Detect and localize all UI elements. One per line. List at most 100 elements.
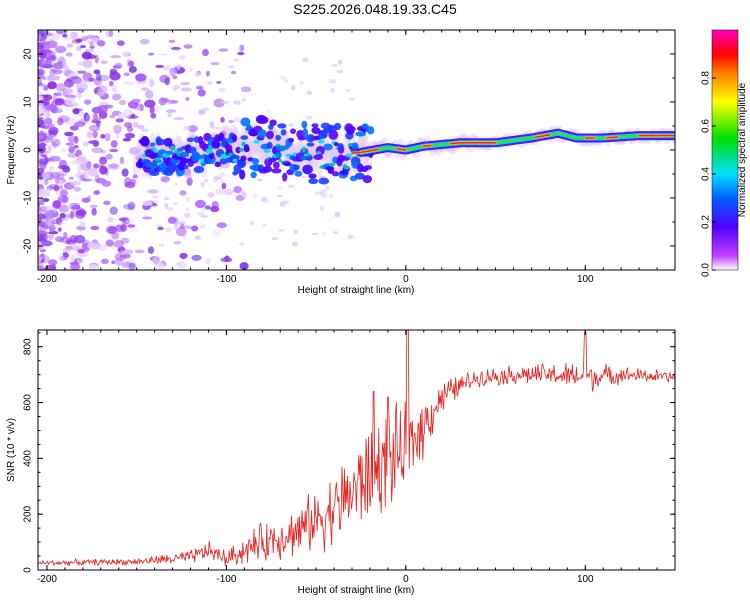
spectrogram-ridge-blob: [361, 123, 369, 130]
spectrogram-ridge-blob: [366, 126, 375, 135]
spectrogram-noise-blob: [128, 66, 137, 74]
spectrogram-noise-blob: [77, 62, 84, 66]
spectrogram-ridge-blob: [246, 124, 252, 131]
spectrogram-noise-blob: [172, 88, 178, 92]
spectrogram-noise-blob: [205, 70, 210, 77]
spectrogram-noise-blob: [70, 205, 81, 210]
spectrogram-noise-blob: [240, 189, 246, 196]
spectrogram-noise-blob: [82, 178, 92, 182]
spectrogram-noise-blob: [328, 78, 337, 84]
spectrogram-noise-blob: [110, 140, 118, 148]
spectrogram-noise-blob: [43, 221, 48, 228]
spectrogram-noise-blob: [38, 63, 45, 67]
spectrogram-noise-blob: [320, 205, 324, 212]
spectrogram-noise-blob: [84, 99, 92, 105]
spectrogram-noise-blob: [50, 218, 62, 225]
spectrogram-ridge-blob: [354, 172, 366, 180]
spectrogram-noise-blob: [62, 33, 68, 38]
spectrogram-noise-blob: [58, 178, 64, 186]
spectrogram-noise-blob: [333, 231, 339, 234]
spectrogram-noise-blob: [233, 58, 240, 62]
colorbar-tick-label: 0.6: [701, 119, 712, 133]
spectrogram-noise-blob: [129, 146, 141, 155]
spectrogram-noise-blob: [89, 204, 98, 208]
spectrogram-ridge-blob: [294, 170, 303, 177]
spectrogram-noise-blob: [346, 88, 350, 92]
spectrogram-ridge-blob: [156, 138, 166, 146]
spectrogram-noise-blob: [56, 91, 63, 97]
spectrogram-ridge-highlight: [317, 139, 325, 144]
spectrogram-noise-blob: [62, 247, 71, 253]
spectrogram-noise-blob: [179, 225, 190, 229]
spectrogram-noise-blob: [320, 193, 328, 198]
spectrogram-noise-blob: [168, 39, 176, 43]
spectrogram-noise-blob: [120, 223, 127, 232]
spectrogram-noise-blob: [127, 201, 136, 211]
spectrogram-noise-blob: [219, 179, 226, 184]
spectrogram-noise-blob: [219, 172, 226, 178]
spectrogram-noise-blob: [54, 176, 60, 185]
spectrogram-noise-blob: [91, 207, 97, 216]
spectrogram-noise-blob: [160, 97, 170, 103]
spectrogram-noise-blob: [113, 124, 122, 134]
spectrogram-noise-blob: [92, 129, 98, 139]
spectrogram-noise-blob: [52, 107, 63, 114]
spectrogram-noise-blob: [46, 40, 58, 49]
spectrogram-noise-blob: [47, 81, 57, 90]
spectrogram-noise-blob: [302, 57, 309, 62]
spectrogram-noise-blob: [212, 126, 221, 130]
spectrogram-noise-blob: [306, 90, 313, 95]
spectrogram-noise-blob: [62, 88, 74, 95]
spectrogram-noise-blob: [150, 112, 157, 119]
spectrogram-noise-blob: [195, 85, 204, 90]
spectrogram-noise-blob: [48, 165, 56, 174]
spectrogram-noise-blob: [82, 59, 93, 69]
spectrogram-noise-blob: [64, 97, 76, 106]
spectrogram-noise-blob: [250, 220, 254, 226]
colorbar-label: Normalized spectral amplitude: [737, 82, 748, 217]
spectrogram-ridge-blob: [266, 142, 273, 150]
spectrogram-noise-blob: [38, 90, 42, 99]
spectrogram-noise-blob: [100, 258, 109, 265]
spectrogram-noise-blob: [48, 230, 59, 235]
spectrogram-noise-blob: [291, 241, 299, 247]
spectrogram-noise-blob: [211, 229, 222, 238]
spectrogram-ridge-highlight: [239, 147, 244, 152]
spectrogram-noise-blob: [81, 51, 93, 60]
spectrogram-noise-blob: [147, 52, 155, 56]
spectrogram-noise-blob: [99, 156, 107, 165]
spectrogram-ridge-halo: [259, 135, 268, 167]
spectrogram-noise-blob: [111, 260, 116, 265]
spectrogram-noise-blob: [121, 261, 133, 268]
spectrogram-noise-blob: [100, 150, 107, 154]
spectrogram-noise-blob: [77, 154, 87, 164]
spectrogram-ridge-highlight: [153, 148, 158, 152]
spectrogram-noise-blob: [194, 199, 206, 209]
snr-panel: -200 -100 0 100 0 200 400 600 800 Height of str…: [6, 329, 676, 596]
spectrogram-y-label: Frequency (Hz): [6, 116, 17, 185]
spectrogram-noise-blob: [210, 206, 220, 213]
spectrogram-noise-blob: [49, 67, 57, 77]
spectrogram-noise-blob: [178, 55, 186, 60]
spectrogram-noise-blob: [301, 175, 307, 179]
spectrogram-noise-blob: [111, 93, 122, 101]
spectrogram-noise-blob: [52, 49, 57, 55]
spectrogram-noise-blob: [48, 126, 59, 135]
colorbar: 0.0 0.2 0.4 0.6 0.8 Normalized spectral ampl…: [701, 29, 748, 277]
spectrogram-noise-blob: [105, 153, 113, 160]
colorbar-tick-label: 0.0: [701, 263, 712, 277]
spectrogram-noise-blob: [88, 140, 99, 145]
spectrogram-noise-blob: [163, 197, 170, 201]
spectrogram-noise-blob: [38, 168, 43, 175]
spectrogram-noise-blob: [267, 109, 271, 113]
spectrogram-ridge-highlight: [278, 158, 283, 163]
spectrogram-noise-blob: [60, 189, 68, 198]
spectrogram-noise-blob: [165, 227, 172, 233]
spectrogram-noise-blob: [38, 204, 41, 213]
spectrogram-ridge-blob: [250, 171, 257, 179]
snr-x-tick-label: -200: [37, 574, 57, 585]
spectrogram-y-tick-label: 20: [23, 48, 34, 60]
spectrogram-noise-blob: [290, 84, 296, 91]
spectrogram-noise-blob: [57, 195, 69, 203]
spectrogram-noise-blob: [147, 189, 159, 194]
